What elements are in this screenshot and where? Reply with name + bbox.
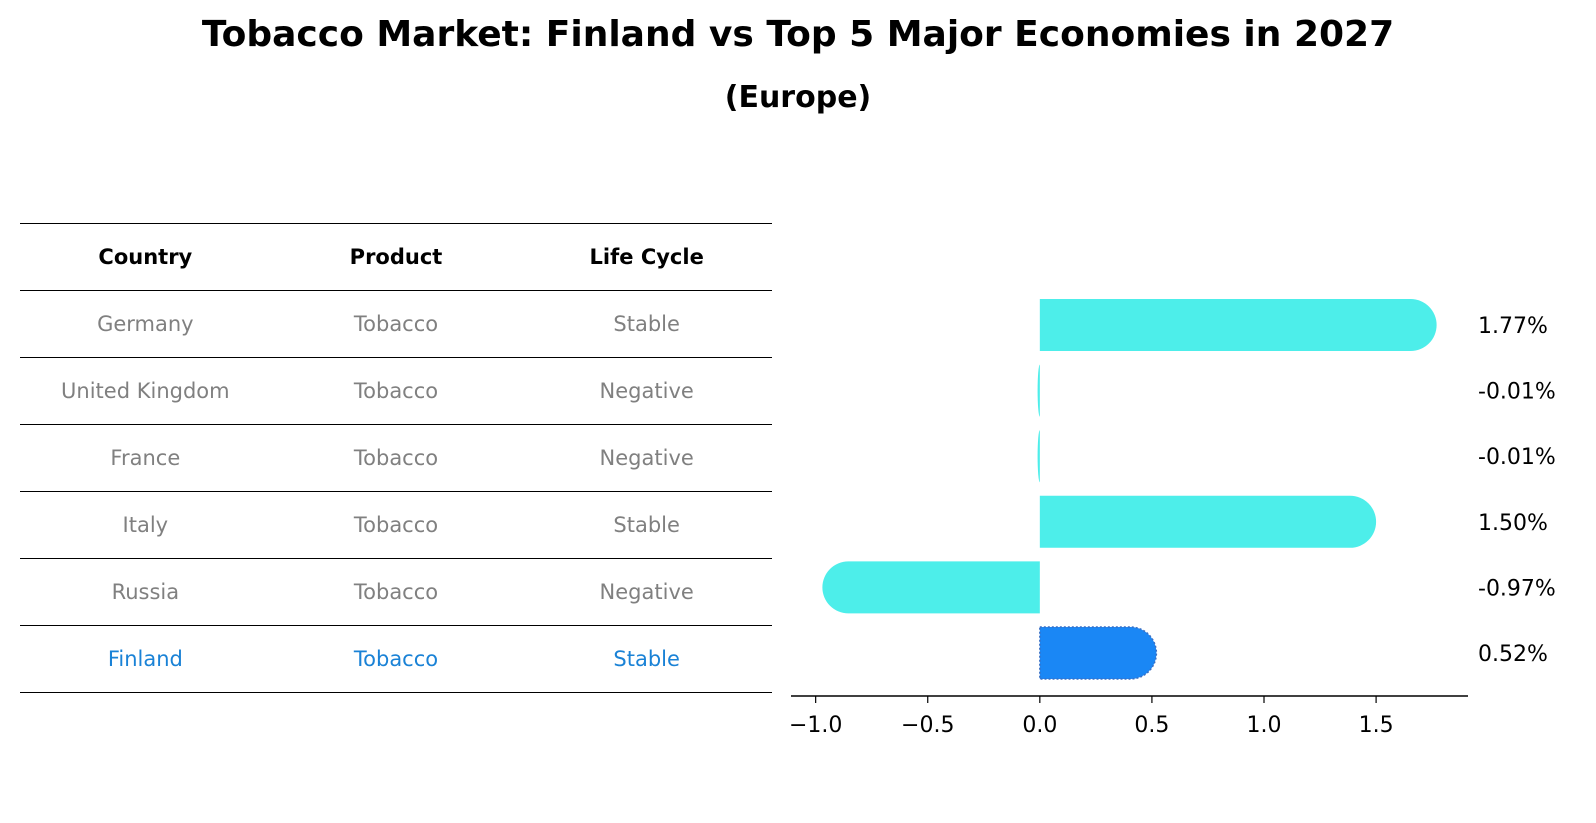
x-tick-label: −1.0 [789, 713, 842, 738]
bar-france [1037, 430, 1040, 483]
bar-united-kingdom [1037, 364, 1040, 417]
value-label: 0.52% [1478, 642, 1548, 667]
cell-country: United Kingdom [61, 379, 230, 403]
cell-country: Italy [122, 513, 169, 537]
cell-country: France [110, 446, 181, 470]
cell-product: Tobacco [353, 379, 439, 403]
table-row: Russia Tobacco Negative [20, 558, 772, 625]
value-label: -0.01% [1478, 445, 1556, 470]
cell-country: Finland [107, 647, 183, 671]
value-label: 1.50% [1478, 511, 1548, 536]
bar-germany [1039, 299, 1437, 351]
table-row: Italy Tobacco Stable [20, 491, 772, 558]
chart-title: Tobacco Market: Finland vs Top 5 Major E… [201, 14, 1395, 55]
cell-product: Tobacco [353, 513, 439, 537]
x-tick-label: 0.0 [1022, 713, 1057, 738]
header-product: Product [349, 245, 443, 269]
header-country: Country [98, 245, 193, 269]
cell-life-cycle: Stable [613, 312, 680, 336]
table-row: United Kingdom Tobacco Negative [20, 357, 772, 424]
cell-product: Tobacco [353, 312, 439, 336]
table-row: France Tobacco Negative [20, 424, 772, 491]
bar-italy [1039, 495, 1377, 548]
table-row: Germany Tobacco Stable [20, 290, 772, 357]
country-table: Country Product Life Cycle Germany Tobac… [20, 223, 772, 693]
table-row-highlighted: Finland Tobacco Stable [20, 625, 772, 693]
cell-product: Tobacco [353, 647, 439, 671]
cell-life-cycle: Negative [599, 446, 694, 470]
value-label: -0.01% [1478, 380, 1556, 405]
cell-life-cycle: Stable [613, 513, 680, 537]
x-tick-label: 1.5 [1359, 713, 1394, 738]
bar-finland [1039, 626, 1158, 680]
value-label: -0.97% [1478, 576, 1556, 601]
cell-life-cycle: Negative [599, 580, 694, 604]
x-tick-label: −0.5 [901, 713, 954, 738]
header-life-cycle: Life Cycle [589, 245, 704, 269]
cell-life-cycle: Negative [599, 379, 694, 403]
cell-product: Tobacco [353, 446, 439, 470]
cell-life-cycle: Stable [613, 647, 680, 671]
x-tick-label: 0.5 [1134, 713, 1169, 738]
cell-country: Russia [111, 580, 180, 604]
cell-country: Germany [97, 312, 194, 336]
bar-russia [822, 561, 1040, 614]
cell-product: Tobacco [353, 580, 439, 604]
value-label: 1.77% [1478, 314, 1548, 339]
x-tick-label: 1.0 [1247, 713, 1282, 738]
table-header-row: Country Product Life Cycle [20, 223, 772, 290]
chart-subtitle: (Europe) [724, 80, 872, 115]
